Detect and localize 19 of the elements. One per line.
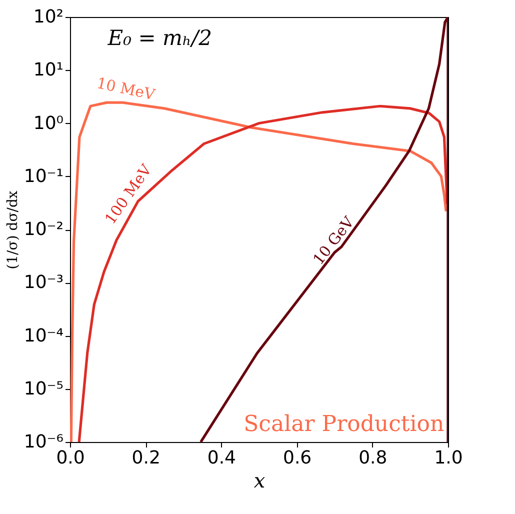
y-tick-label: 10⁻³ [24,272,64,294]
y-tick-label: 10⁻⁴ [24,325,64,346]
annotation: Scalar Production [244,412,444,437]
x-tick-label: 0.0 [56,448,85,468]
text: 10 MeV [95,74,158,104]
x-tick-label: 0.4 [207,448,236,468]
y-tick-label: 10⁻² [24,219,64,240]
y-tick-label: 10² [33,6,64,28]
y-axis-title: (1/σ) dσ/dx [4,190,21,270]
y-tick-label: 10⁰ [33,112,64,134]
x-tick-label: 0.6 [282,448,312,468]
x-axis-title: x [254,468,266,492]
x-tick-label: 1.0 [434,448,463,468]
x-tick-label: 0.2 [132,448,160,468]
y-tick-label: 10⁻¹ [24,166,64,187]
y-tick-label: 10⁻⁵ [24,378,64,400]
x-tick-label: 0.8 [358,448,388,468]
annotation: E₀ = mₕ/2 [106,26,212,50]
y-tick-label: 10¹ [33,60,64,81]
